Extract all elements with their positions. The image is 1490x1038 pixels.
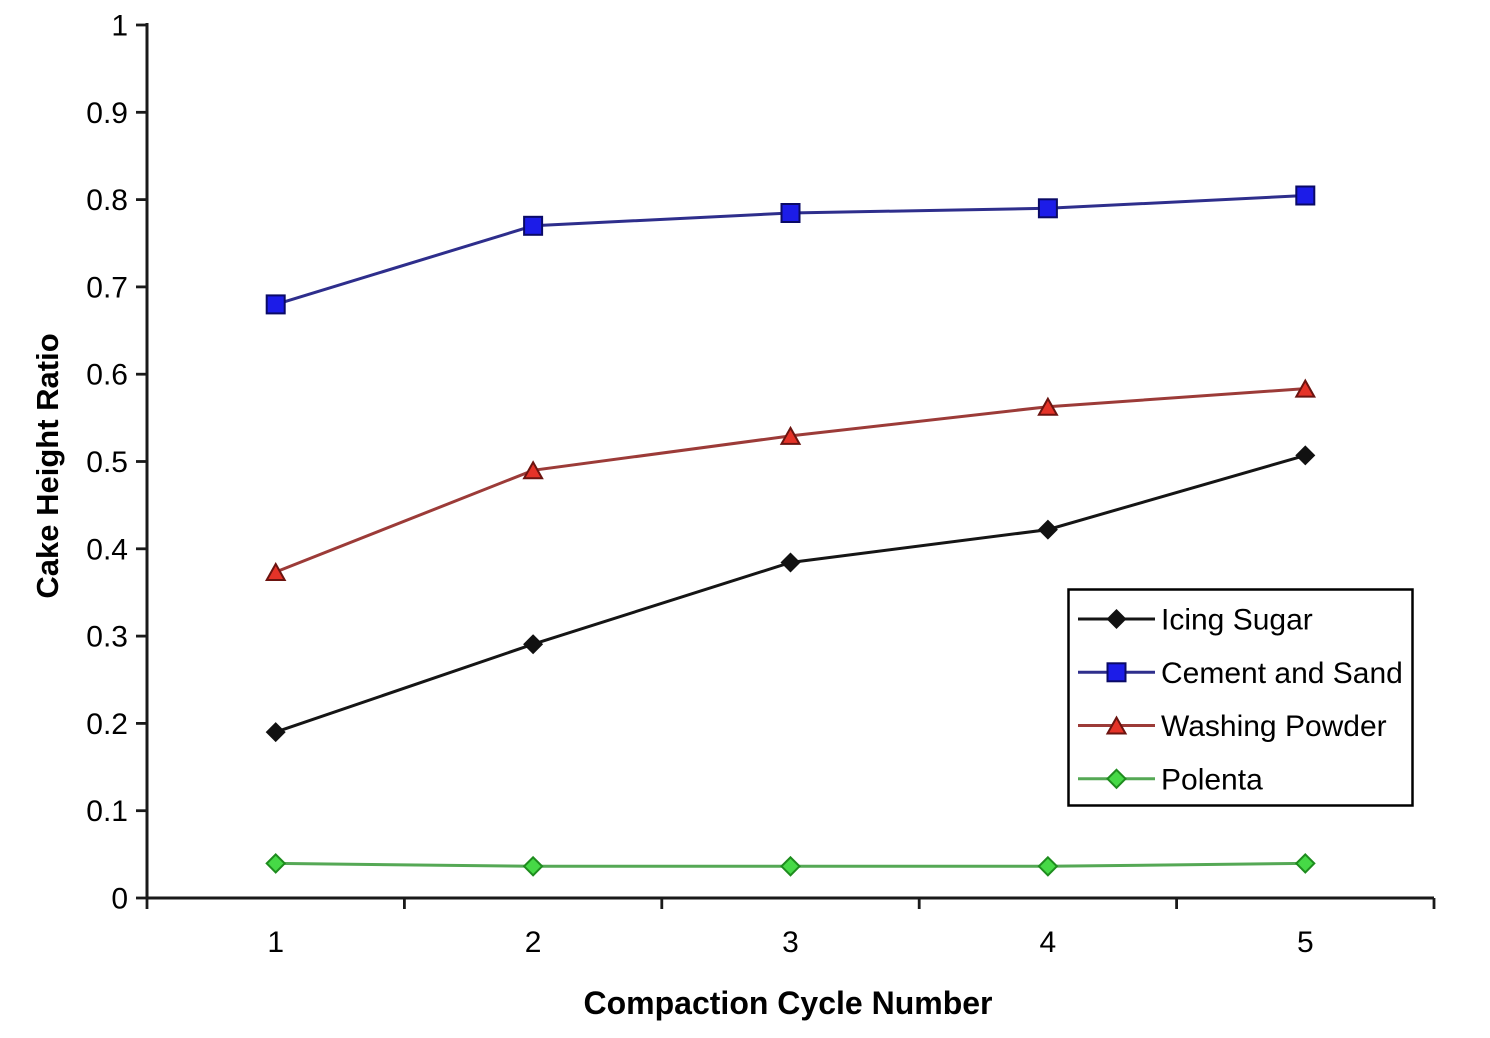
svg-text:Cake Height Ratio: Cake Height Ratio — [30, 333, 65, 598]
svg-text:Icing Sugar: Icing Sugar — [1161, 604, 1313, 637]
svg-text:Polenta: Polenta — [1161, 763, 1263, 796]
svg-text:0.9: 0.9 — [86, 97, 128, 130]
svg-text:Cement and Sand: Cement and Sand — [1161, 657, 1403, 690]
svg-text:0.2: 0.2 — [86, 708, 128, 741]
svg-text:0.6: 0.6 — [86, 359, 128, 392]
svg-text:1: 1 — [267, 926, 284, 959]
svg-text:Compaction Cycle Number: Compaction Cycle Number — [584, 985, 993, 1021]
svg-text:0: 0 — [111, 883, 128, 916]
svg-text:2: 2 — [525, 926, 542, 959]
svg-text:0.4: 0.4 — [86, 533, 128, 566]
svg-text:3: 3 — [782, 926, 799, 959]
svg-text:0.7: 0.7 — [86, 271, 128, 304]
svg-text:0.3: 0.3 — [86, 621, 128, 654]
svg-text:Washing Powder: Washing Powder — [1161, 710, 1387, 743]
svg-text:0.1: 0.1 — [86, 795, 128, 828]
svg-text:0.5: 0.5 — [86, 446, 128, 479]
svg-text:4: 4 — [1040, 926, 1057, 959]
svg-text:5: 5 — [1297, 926, 1314, 959]
svg-text:0.8: 0.8 — [86, 184, 128, 217]
svg-text:1: 1 — [111, 10, 128, 43]
